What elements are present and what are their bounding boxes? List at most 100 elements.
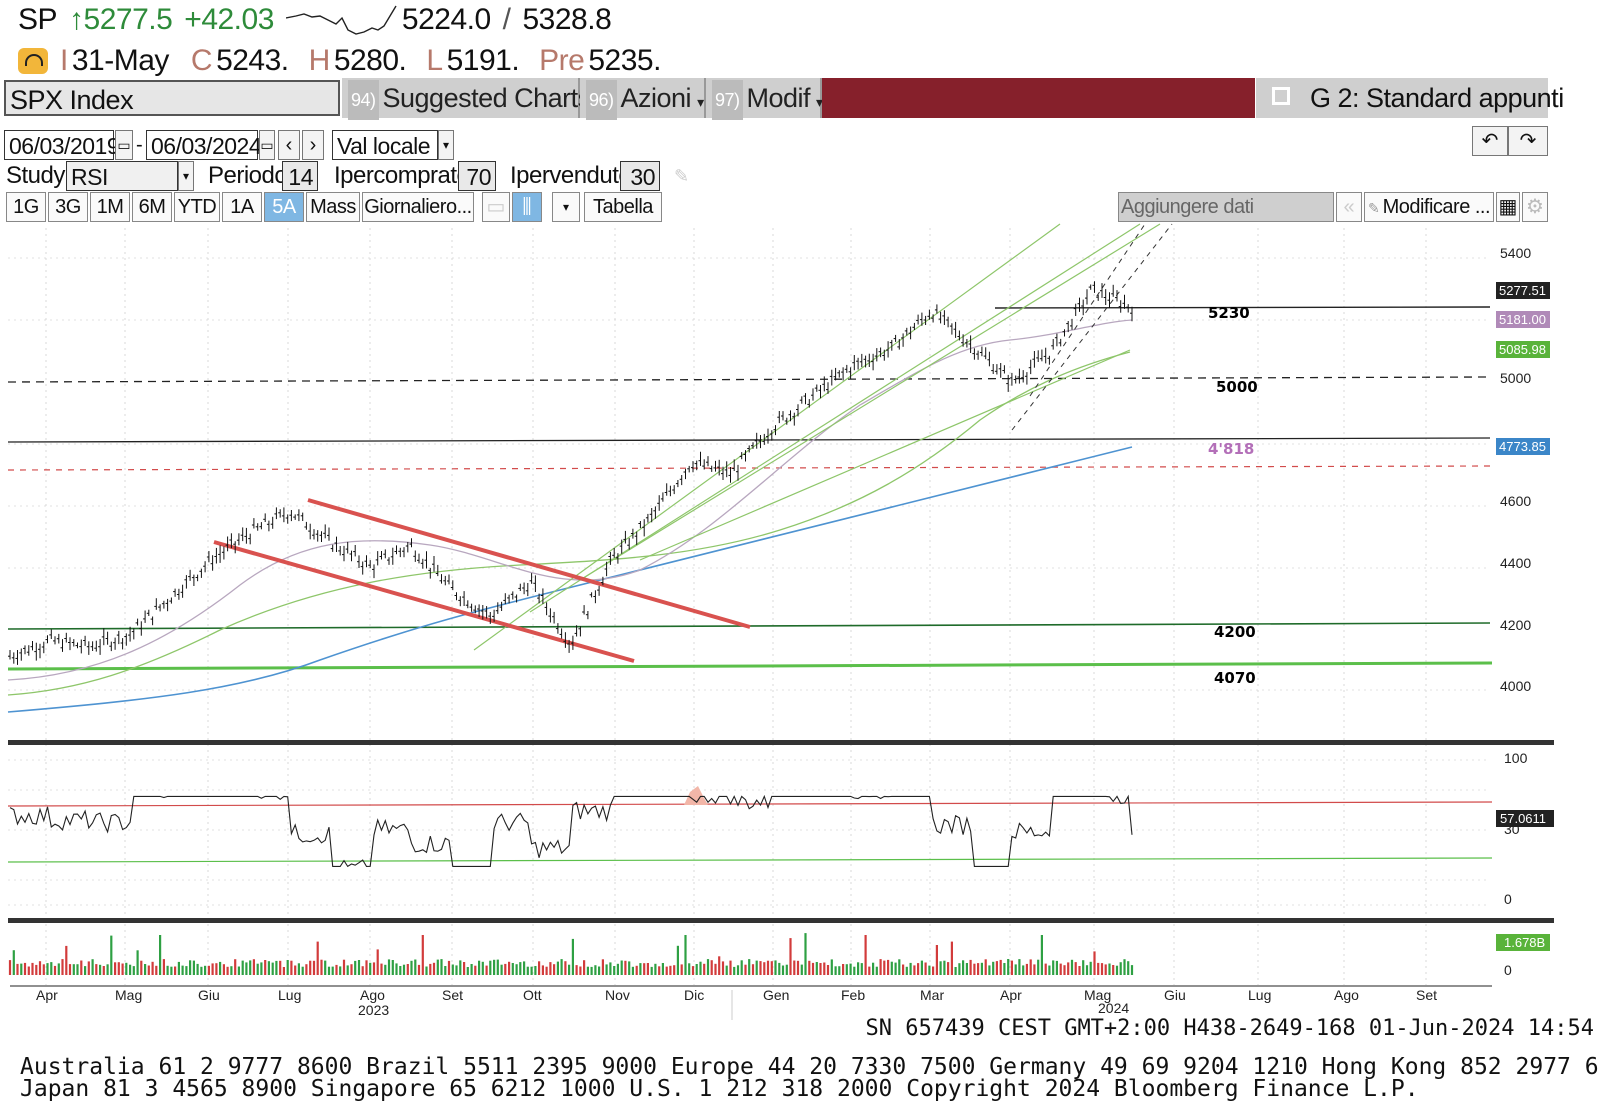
oversold-field[interactable]: 30: [620, 161, 660, 191]
tab-5a[interactable]: 5A: [264, 192, 304, 222]
range-high: 5328.8: [522, 3, 612, 36]
rsi-oversold-line: [7, 857, 1493, 863]
close-value: 5243.: [216, 44, 289, 77]
menu-number: 96): [586, 79, 617, 120]
moving-average-50: [7, 319, 1133, 681]
last-price-tag: [1496, 282, 1550, 299]
currency-select[interactable]: Val locale: [332, 130, 438, 160]
level-line-5230: [994, 306, 1491, 309]
pre-value: 5235.: [588, 44, 661, 77]
contact-line-2: Japan 81 3 4565 8900 Singapore 65 6212 1…: [20, 1076, 1419, 1102]
price-bars: [8, 281, 1133, 665]
range-low: 5224.0: [401, 3, 491, 36]
channel-line: [579, 223, 1161, 581]
session-info: SN 657439 CEST GMT+2:00 H438-2649-168 01…: [865, 1016, 1594, 1041]
falling-channel-upper: [307, 498, 751, 629]
tab-1g[interactable]: 1G: [6, 192, 46, 222]
close-label: C: [190, 44, 213, 77]
gear-icon[interactable]: ⚙: [1522, 192, 1548, 222]
modify-label: Modificare ...: [1382, 196, 1491, 218]
redo-icon[interactable]: ↷: [1508, 126, 1548, 156]
double-chevron-left-icon[interactable]: «: [1336, 192, 1362, 222]
rsi-tag-label: 57.0611: [1500, 811, 1546, 826]
tab-ytd[interactable]: YTD: [174, 192, 220, 222]
x-tick-label: Mag: [1084, 987, 1111, 1003]
pencil-icon[interactable]: ✎: [674, 166, 690, 186]
edit-menu[interactable]: 97) Modif ▾: [706, 78, 823, 120]
menu-number: 97): [712, 79, 743, 120]
ma100-tag: [1496, 341, 1550, 358]
calendar-icon[interactable]: ▭: [259, 130, 275, 160]
trend-line-dashed: [1011, 223, 1173, 431]
price-tick: 5400: [1500, 245, 1531, 261]
settings-icon[interactable]: ▦: [1496, 192, 1520, 222]
caret-down-icon[interactable]: ▾: [178, 161, 194, 191]
add-data-field[interactable]: Aggiungere dati: [1118, 192, 1334, 222]
price-tick: 4600: [1500, 493, 1531, 509]
x-tick-label: Mar: [920, 987, 944, 1003]
x-tick-label: Lug: [1248, 987, 1271, 1003]
last-price: ↑5277.5: [69, 3, 173, 36]
year-label-2023: 2023: [358, 1002, 389, 1018]
menu-label: Modif: [746, 83, 811, 113]
suggested-charts-menu[interactable]: 94)Suggested Charts▾: [342, 78, 604, 120]
price-tick: 5000: [1500, 370, 1531, 386]
chevron-right-icon[interactable]: ›: [302, 130, 324, 160]
tab-max[interactable]: Mass: [306, 192, 360, 222]
tab-1m[interactable]: 1M: [90, 192, 130, 222]
last-price-tag-label: 5277.51: [1499, 283, 1546, 298]
export-icon[interactable]: [1272, 87, 1290, 105]
modify-button[interactable]: ✎ Modificare ...: [1364, 192, 1494, 222]
tab-frequency[interactable]: Giornaliero...: [362, 192, 474, 222]
undo-icon[interactable]: ↶: [1472, 126, 1508, 156]
layout-selector[interactable]: G 2: Standard appunti: [1256, 78, 1564, 118]
pre-label: Pre: [539, 44, 585, 77]
tab-6m[interactable]: 6M: [132, 192, 172, 222]
ma100-tag-label: 5085.98: [1499, 342, 1546, 357]
rsi-tick: 0: [1504, 891, 1512, 907]
security-field[interactable]: SPX Index: [4, 80, 340, 116]
volume-bars: [8, 933, 1134, 975]
chevron-left-icon[interactable]: ‹: [278, 130, 300, 160]
x-tick-label: Ott: [523, 987, 542, 1003]
start-date-field[interactable]: 06/03/2019: [4, 130, 120, 160]
table-button[interactable]: Tabella: [584, 192, 662, 222]
caret-down-icon[interactable]: ▾: [552, 192, 580, 222]
tab-1a[interactable]: 1A: [222, 192, 262, 222]
end-date-field[interactable]: 06/03/2024: [146, 130, 262, 160]
rsi-overbought-fill: [684, 786, 708, 805]
quote-line: SP ↑5277.5 +42.03 5224.0 / 5328.8: [18, 0, 623, 40]
high-value: 5280.: [333, 44, 407, 77]
x-tick-label: Lug: [278, 987, 301, 1003]
panel-divider: [8, 918, 1554, 923]
ma200-tag: [1496, 438, 1550, 455]
level-line-5000: [7, 376, 1489, 383]
speedometer-icon[interactable]: [18, 48, 48, 74]
period-field[interactable]: 14: [282, 161, 318, 191]
x-tick-label: Feb: [841, 987, 865, 1003]
x-tick-label: Dic: [684, 987, 704, 1003]
calendar-icon[interactable]: ▭: [115, 130, 133, 160]
overbought-field[interactable]: 70: [458, 161, 496, 191]
function-bar: SPX Index 94)Suggested Charts▾ 96)Azioni…: [0, 78, 1564, 120]
chart-type-icon[interactable]: ▭: [482, 192, 510, 222]
caret-down-icon: ▾: [697, 94, 704, 110]
caret-down-icon: ▾: [816, 94, 823, 110]
volume-tick: 0: [1504, 962, 1512, 978]
pencil-icon: ✎: [1367, 200, 1383, 216]
menu-number: 94): [348, 79, 379, 120]
study-select[interactable]: RSI: [66, 161, 178, 191]
tab-3g[interactable]: 3G: [48, 192, 88, 222]
price-chart[interactable]: 5230 5000 4'818 4200 4070 5400 5000 4600…: [0, 222, 1600, 1022]
actions-menu[interactable]: 96) Azioni ▾: [580, 78, 706, 120]
date-separator: -: [136, 134, 143, 156]
caret-down-icon[interactable]: ▾: [438, 130, 454, 160]
overbought-label: Ipercomprato: [334, 162, 470, 189]
x-tick-label: Giu: [1164, 987, 1186, 1003]
channel-line: [639, 349, 1131, 561]
level-label-4070: 4070: [1214, 669, 1256, 687]
volume-tag: [1496, 934, 1550, 951]
candle-icon[interactable]: ⫼: [512, 192, 542, 222]
x-tick-label: Gen: [763, 987, 789, 1003]
level-label-5230: 5230: [1208, 304, 1250, 322]
